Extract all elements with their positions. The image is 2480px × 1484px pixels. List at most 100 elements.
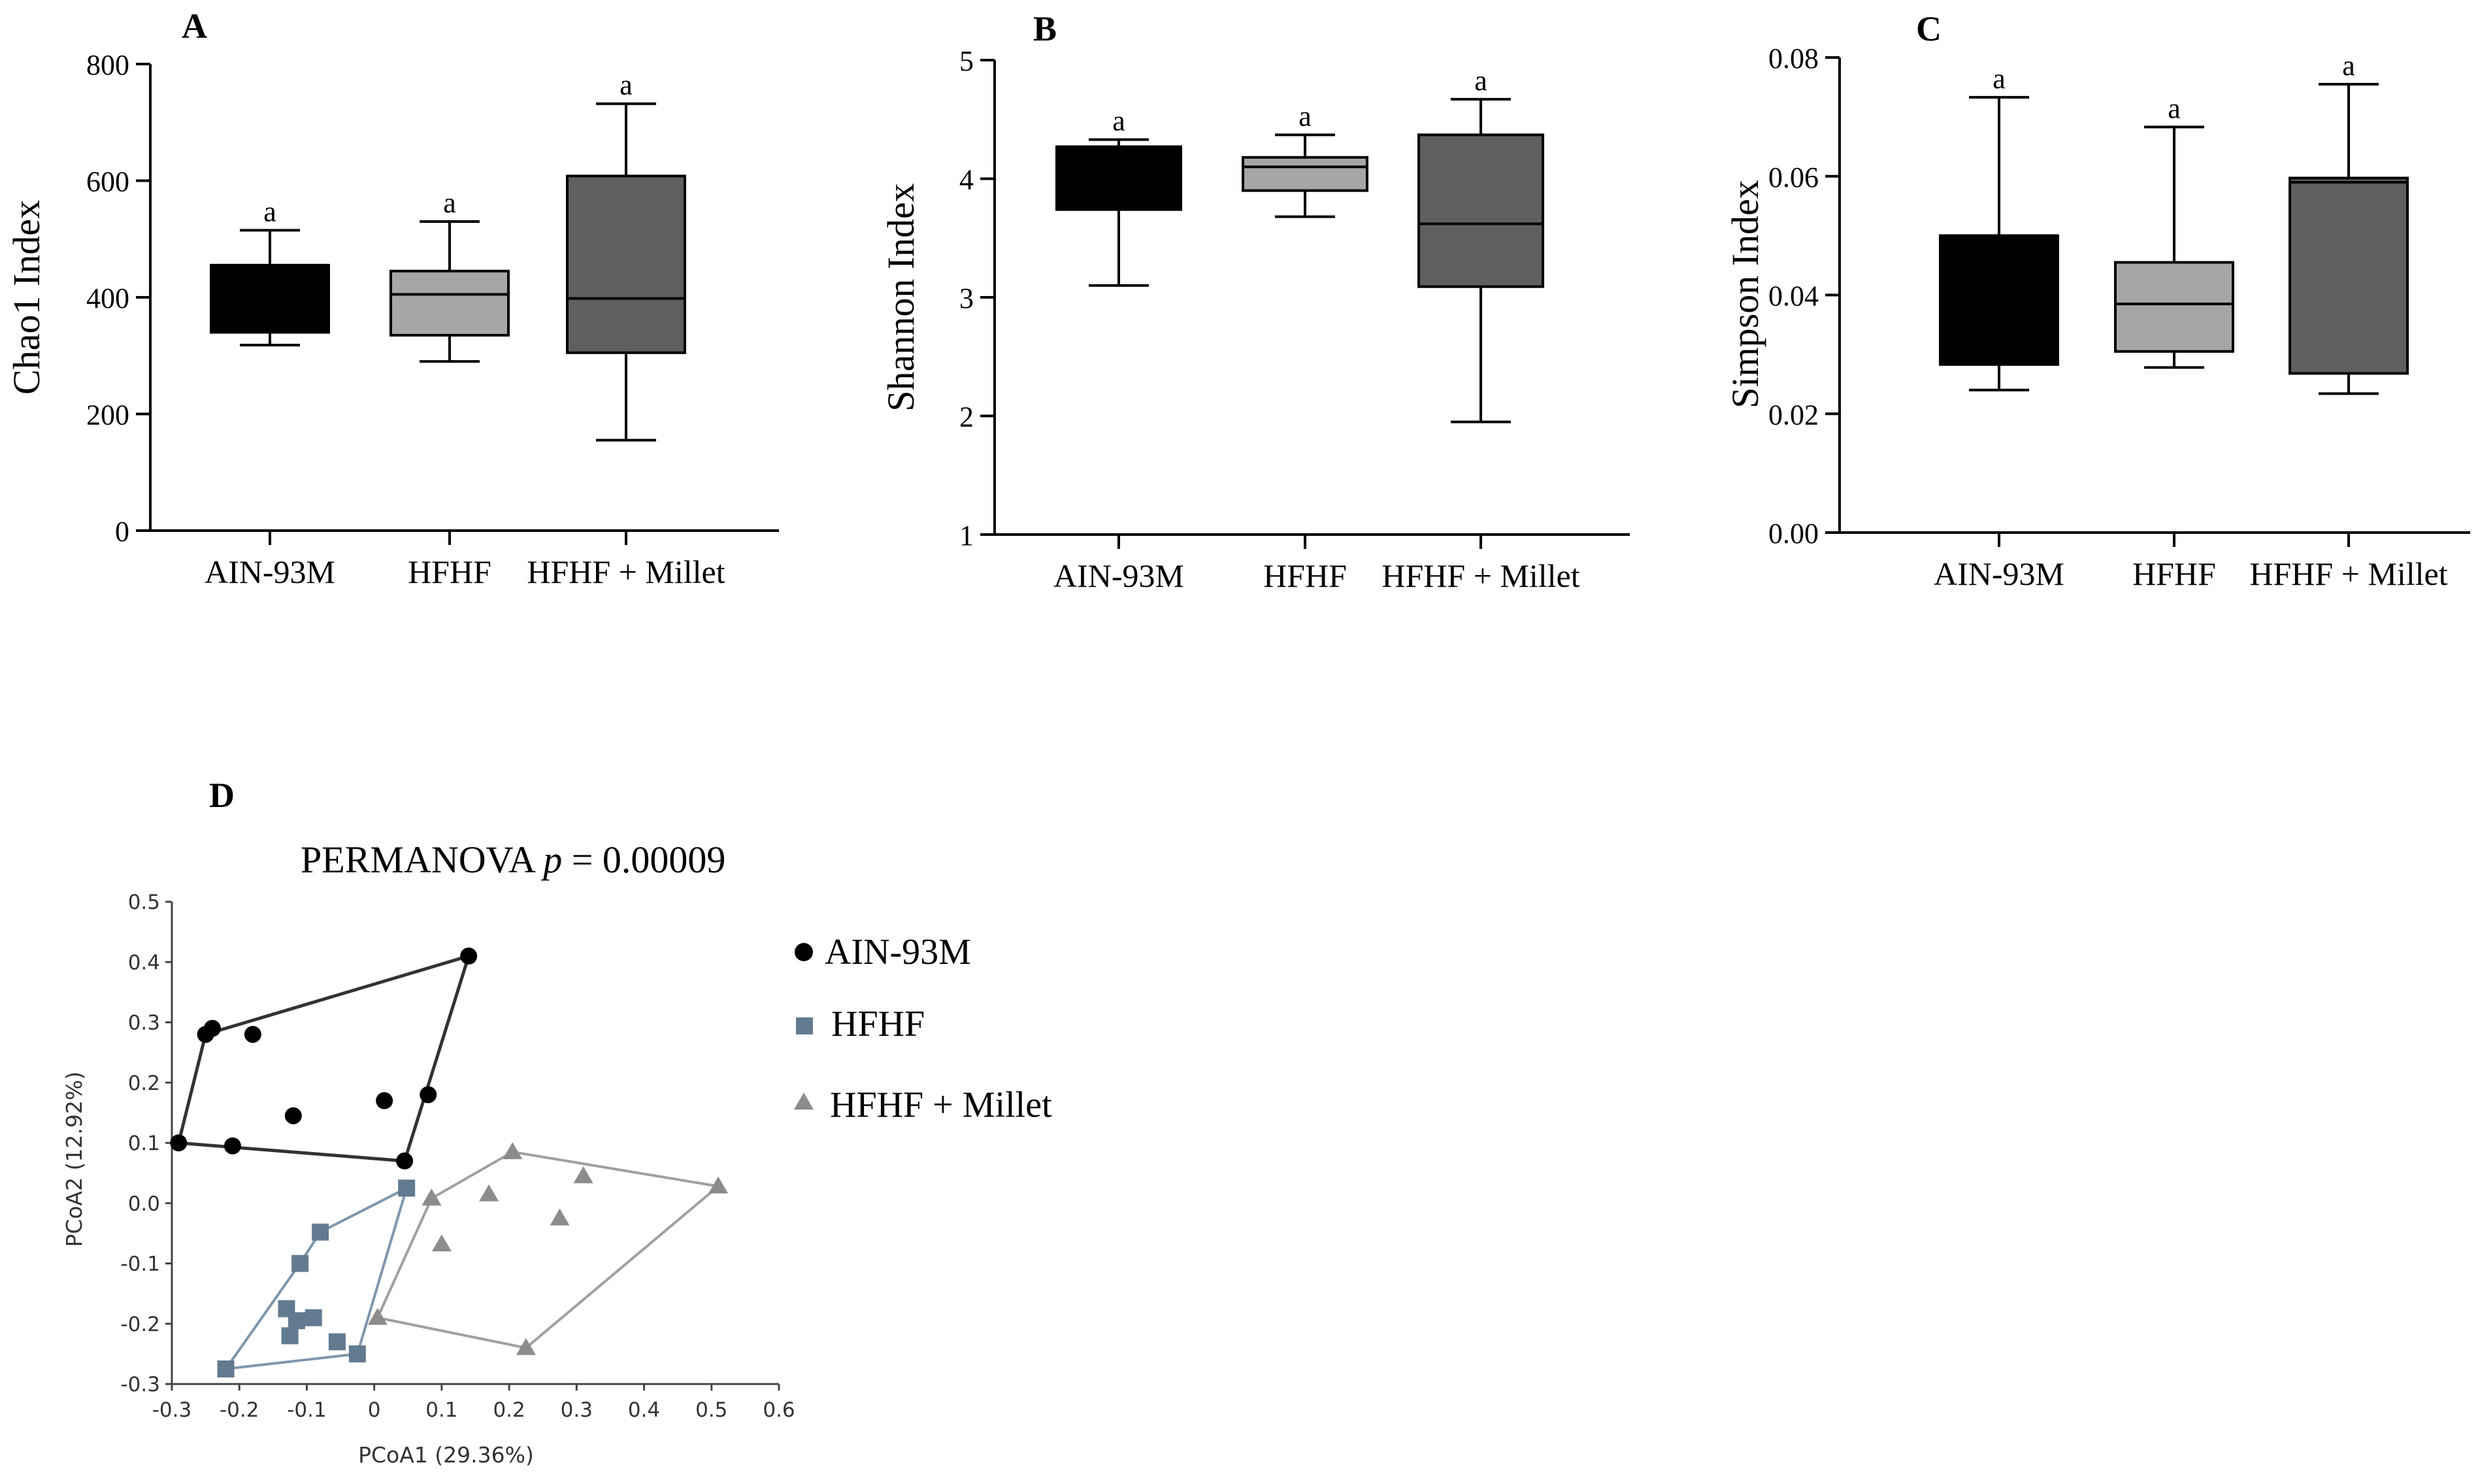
panel-b-shannon-boxplot: 1 2 3 4 5 Shannon Index AIN-93M a HFHF a HFHF + Mi… xyxy=(880,45,1630,594)
y-tick-label: 400 xyxy=(86,282,129,314)
box-2 xyxy=(1242,156,1368,192)
y-tick-label: 0.06 xyxy=(1768,161,1819,193)
point-hfhf xyxy=(217,1360,235,1377)
y-tick-label: 0.08 xyxy=(1768,42,1819,74)
point-ain93m xyxy=(170,1134,188,1151)
panel-label-a: A xyxy=(182,7,207,46)
pcoa-y-tick-label: 0.3 xyxy=(128,1012,160,1035)
pcoa-x-tick-label: -0.2 xyxy=(220,1398,259,1422)
x-tick-label: AIN-93M xyxy=(1053,557,1184,594)
point-ain93m xyxy=(376,1092,393,1110)
significance-letter: a xyxy=(620,69,633,101)
significance-letter: a xyxy=(1112,105,1125,137)
hull-hfhf xyxy=(223,1185,409,1371)
panel-a-chao1-boxplot: 0 200 400 600 800 Chao1 Index AIN-93M a HFHF a HFH… xyxy=(5,49,779,590)
x-tick-label: HFHF xyxy=(2132,555,2216,592)
box-2 xyxy=(389,269,510,337)
x-tick-label: AIN-93M xyxy=(1934,555,2064,592)
box-1 xyxy=(1055,145,1182,211)
y-tick-label: 1 xyxy=(959,519,974,552)
y-tick-label: 200 xyxy=(86,399,129,431)
point-hfhf-millet xyxy=(422,1188,442,1206)
permanova-title-p: p xyxy=(540,838,562,881)
point-hfhf xyxy=(288,1312,305,1330)
x-tick-label: HFHF xyxy=(1263,557,1347,594)
significance-letter: a xyxy=(1298,100,1312,132)
legend-marker-ain93m xyxy=(795,943,813,961)
significance-letter: a xyxy=(2342,50,2355,82)
pcoa-y-tick-label: 0.0 xyxy=(128,1192,160,1215)
significance-letter: a xyxy=(263,195,276,227)
panel-label-d: D xyxy=(209,776,235,815)
pcoa-x-tick-label: 0.1 xyxy=(425,1398,457,1422)
pcoa-y-tick-label: 0.1 xyxy=(128,1132,160,1155)
permanova-title: PERMANOVA p = 0.00009 xyxy=(301,838,725,881)
y-axis-title: Shannon Index xyxy=(880,183,922,412)
point-hfhf-millet xyxy=(503,1142,523,1159)
pcoa-x-tick-label: 0 xyxy=(368,1398,381,1422)
panel-label-b: B xyxy=(1033,9,1057,48)
pcoa-x-axis-title: PCoA1 (29.36%) xyxy=(358,1442,534,1468)
significance-letter: a xyxy=(1474,65,1487,97)
point-hfhf-millet xyxy=(431,1234,452,1251)
point-hfhf xyxy=(305,1309,322,1327)
panel-d-pcoa-scatter: -0.3 -0.2 -0.1 0.0 0.1 0.2 0.3 0.4 0.5 -0.3 -0.2 -0… xyxy=(61,891,795,1468)
box-3 xyxy=(566,174,686,354)
pcoa-x-tick-label: 0.2 xyxy=(493,1398,525,1422)
box-2 xyxy=(2114,261,2234,353)
point-hfhf xyxy=(348,1345,366,1362)
pcoa-x-tick-label: 0.3 xyxy=(561,1398,593,1422)
y-tick-label: 2 xyxy=(959,401,974,433)
pcoa-legend: AIN-93M HFHF HFHF + Millet xyxy=(794,932,1052,1125)
x-tick-label: HFHF xyxy=(408,553,491,590)
point-hfhf-millet xyxy=(708,1176,729,1194)
hull-ain-93m xyxy=(176,953,471,1163)
point-hfhf-millet xyxy=(550,1208,570,1226)
pcoa-y-tick-label: -0.2 xyxy=(121,1313,161,1336)
box-3 xyxy=(2289,176,2409,375)
point-ain93m xyxy=(396,1152,414,1170)
panel-label-c: C xyxy=(1916,9,1942,48)
point-hfhf xyxy=(291,1255,309,1272)
y-axis-title: Simpson Index xyxy=(1724,180,1766,408)
significance-letter: a xyxy=(1992,63,2006,95)
permanova-title-value: = 0.00009 xyxy=(562,838,725,881)
x-tick-label: HFHF + Millet xyxy=(1381,557,1579,594)
pcoa-y-tick-label: -0.1 xyxy=(121,1253,161,1276)
point-ain93m xyxy=(203,1019,221,1037)
box-1 xyxy=(1939,234,2059,366)
point-ain93m xyxy=(460,948,478,965)
point-ain93m xyxy=(284,1107,302,1125)
legend-label-hfhf: HFHF xyxy=(831,1004,925,1044)
box-1 xyxy=(210,263,330,334)
y-tick-label: 0.04 xyxy=(1768,280,1819,312)
significance-letter: a xyxy=(443,187,456,219)
permanova-title-prefix: PERMANOVA xyxy=(301,838,543,881)
point-ain93m xyxy=(223,1137,241,1155)
point-hfhf-millet xyxy=(479,1184,499,1202)
y-tick-label: 4 xyxy=(959,164,974,196)
pcoa-y-tick-label: 0.2 xyxy=(128,1072,160,1095)
pcoa-x-tick-label: -0.1 xyxy=(287,1398,327,1422)
y-tick-label: 0 xyxy=(115,516,129,548)
pcoa-y-tick-label: -0.3 xyxy=(121,1373,161,1396)
point-hfhf-millet xyxy=(516,1338,536,1355)
y-axis-title: Chao1 Index xyxy=(5,200,48,395)
point-ain93m xyxy=(420,1086,437,1104)
point-ain93m xyxy=(244,1025,261,1043)
y-tick-label: 5 xyxy=(959,45,974,77)
point-hfhf-millet xyxy=(573,1166,593,1183)
x-tick-label: HFHF + Millet xyxy=(2249,555,2447,592)
panel-c-simpson-boxplot: 0.00 0.02 0.04 0.06 0.08 Simpson Index AIN-93M… xyxy=(1724,42,2470,592)
point-hfhf xyxy=(398,1179,416,1197)
point-hfhf xyxy=(328,1333,346,1351)
x-tick-label: HFHF + Millet xyxy=(527,553,725,590)
pcoa-y-axis-title: PCoA2 (12.92%) xyxy=(61,1072,87,1247)
pcoa-x-tick-label: 0.4 xyxy=(628,1398,660,1422)
y-tick-label: 600 xyxy=(86,166,129,198)
point-hfhf-millet xyxy=(367,1308,388,1325)
y-tick-label: 0.02 xyxy=(1768,399,1819,431)
pcoa-y-tick-label: 0.5 xyxy=(128,891,160,914)
point-hfhf xyxy=(281,1327,299,1345)
